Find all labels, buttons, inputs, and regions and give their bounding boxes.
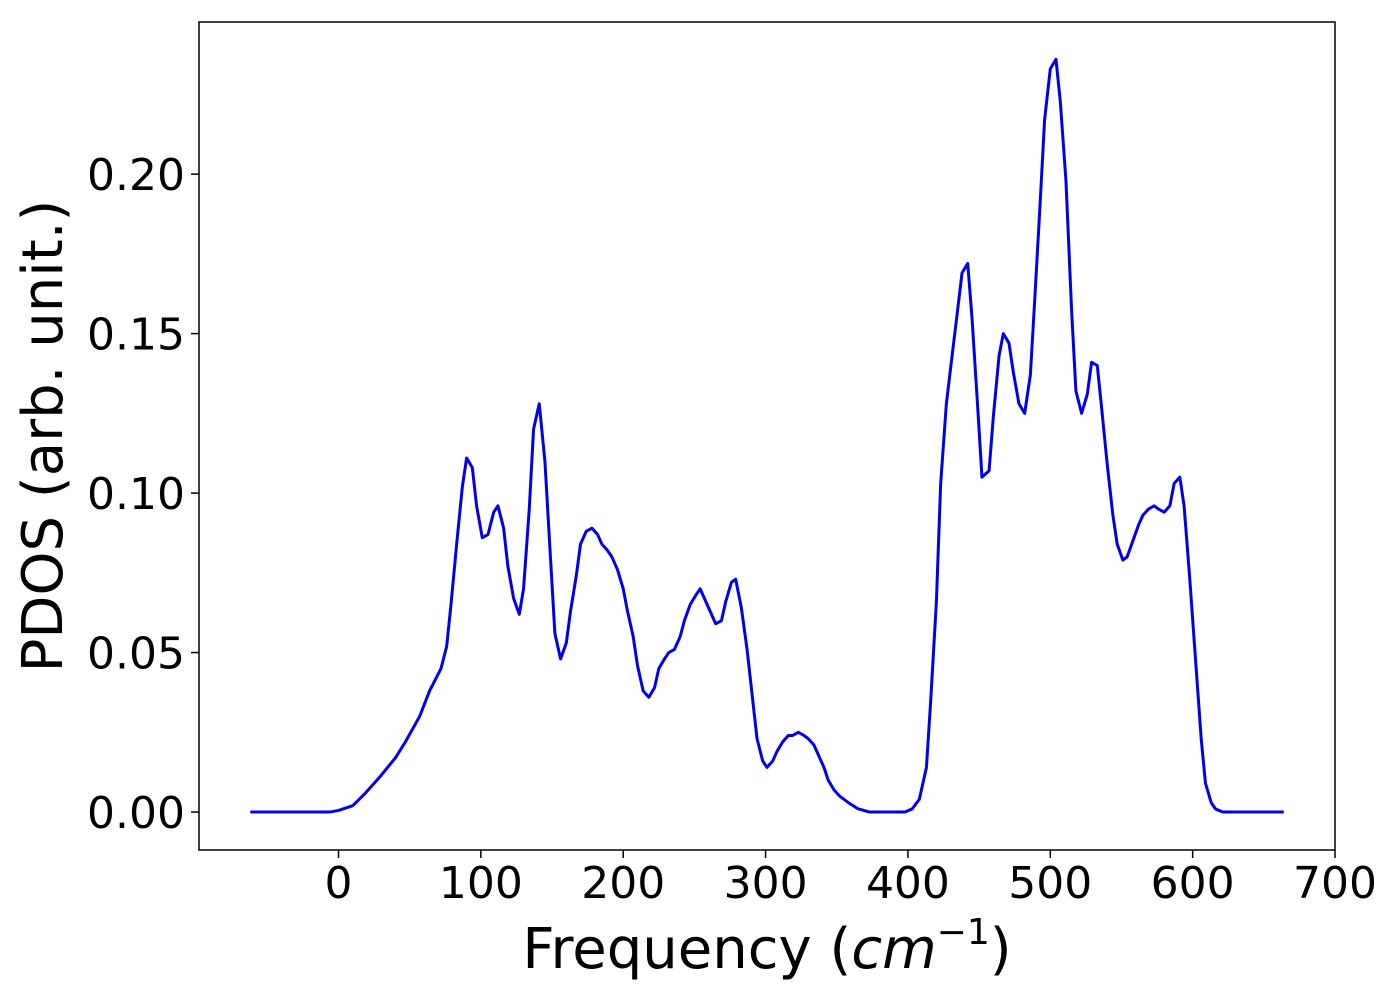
x-tick-label: 600 [1151, 858, 1235, 909]
x-label-unit: cm [851, 917, 936, 982]
x-tick-label: 0 [325, 858, 353, 909]
y-tick-label: 0.00 [87, 788, 185, 839]
data-line [250, 57, 1284, 814]
y-tick-label: 0.05 [87, 629, 185, 680]
x-tick-label: 400 [866, 858, 950, 909]
y-tick-label: 0.10 [87, 469, 185, 520]
x-label-suffix: ) [990, 917, 1012, 982]
plot-frame [198, 21, 1336, 851]
x-tick-label: 300 [724, 858, 808, 909]
x-tick-label: 100 [439, 858, 523, 909]
y-tick-label: 0.20 [87, 150, 185, 201]
x-axis-label: Frequency (cm−1) [522, 912, 1011, 982]
x-label-exponent: −1 [937, 912, 990, 953]
y-axis-label: PDOS (arb. unit.) [11, 200, 76, 673]
x-tick-label: 500 [1008, 858, 1092, 909]
x-label-prefix: Frequency ( [522, 917, 851, 982]
x-tick-label: 200 [581, 858, 665, 909]
x-tick-label: 700 [1293, 858, 1377, 909]
y-tick-label: 0.15 [87, 310, 185, 361]
